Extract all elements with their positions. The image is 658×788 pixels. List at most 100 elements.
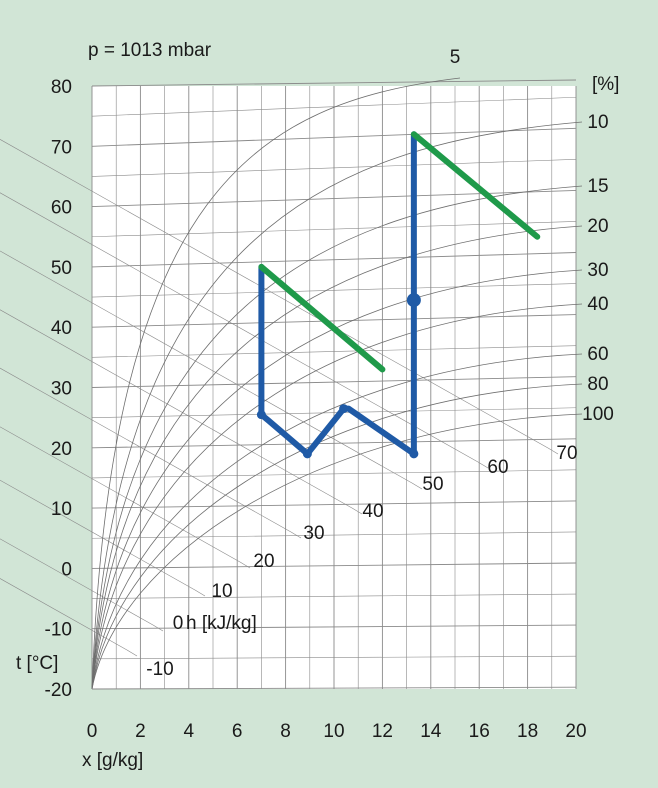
curve-layer	[91, 77, 583, 690]
grid-layer	[0, 79, 577, 690]
enthalpy-label: 30	[303, 523, 324, 544]
y-tick-label: 60	[51, 198, 72, 219]
enthalpy-tick	[152, 624, 164, 632]
temperature-grid-line	[91, 221, 577, 238]
x-tick-label: 20	[565, 721, 586, 742]
state-point-marker	[409, 449, 419, 459]
y-axis-label: t [°C]	[16, 653, 58, 674]
enthalpy-line	[0, 479, 196, 591]
x-tick-label: 16	[469, 721, 490, 742]
x-tick-label: 14	[420, 721, 442, 742]
y-tick-label: 70	[51, 137, 72, 158]
temperature-grid-line	[91, 655, 577, 660]
y-tick-label: 20	[51, 439, 72, 460]
y-tick-label: -20	[45, 680, 72, 701]
rh-curve	[91, 383, 583, 690]
temperature-grid-line	[91, 407, 577, 418]
y-tick-label: 0	[61, 559, 72, 580]
y-tick-label: 50	[51, 258, 72, 279]
enthalpy-line	[0, 139, 549, 449]
rh-curve-label: 40	[587, 294, 608, 315]
state-point-marker	[339, 404, 349, 414]
temperature-grid-line	[91, 345, 577, 358]
y-tick-label: 40	[51, 318, 72, 339]
enthalpy-line	[0, 309, 353, 509]
enthalpy-tick	[290, 531, 302, 539]
enthalpy-tick	[239, 561, 251, 569]
x-tick-label: 18	[517, 721, 538, 742]
rh-curve	[91, 303, 583, 690]
temperature-grid-line	[91, 624, 577, 630]
rh-curve	[91, 413, 583, 690]
enthalpy-line	[0, 192, 479, 463]
enthalpy-tick	[351, 507, 363, 515]
x-tick-label: 0	[87, 721, 98, 742]
y-tick-label: 30	[51, 379, 72, 400]
x-tick-label: 6	[232, 721, 243, 742]
x-tick-label: 4	[184, 721, 195, 742]
x-tick-label: 10	[323, 721, 344, 742]
enthalpy-line	[0, 578, 128, 651]
rh-curve	[91, 77, 461, 690]
temperature-grid-line	[91, 79, 577, 87]
rh-curve-label: 15	[587, 176, 608, 197]
temperature-grid-line	[91, 593, 577, 599]
temperature-grid-line	[91, 252, 577, 268]
x-tick-label: 2	[135, 721, 146, 742]
enthalpy-label: -10	[146, 659, 173, 680]
enthalpy-label: 0	[173, 613, 184, 634]
enthalpy-tick	[126, 649, 138, 657]
rh-curve	[91, 269, 583, 690]
enthalpy-label: 60	[487, 457, 508, 478]
x-axis-label: x [g/kg]	[82, 750, 143, 771]
y-tick-label: -10	[45, 620, 72, 641]
rh-curve	[91, 353, 583, 690]
green-series-line	[258, 263, 386, 373]
rh-curve-label: 100	[582, 404, 614, 425]
state-point-marker	[302, 449, 312, 459]
y-tick-label: 80	[51, 77, 72, 98]
x-tick-label: 8	[280, 721, 291, 742]
state-point-marker	[256, 410, 266, 420]
rh-curve-label: 60	[587, 344, 608, 365]
temperature-grid-line	[91, 500, 577, 509]
temperature-grid-line	[91, 438, 577, 449]
enthalpy-label: 40	[362, 501, 383, 522]
temperature-grid-line	[91, 159, 577, 177]
temperature-grid-line	[91, 469, 577, 479]
rh-unit-label: [%]	[592, 74, 619, 95]
rh-curve	[91, 121, 583, 690]
marker-layer	[256, 293, 421, 459]
temperature-grid-line	[91, 314, 577, 328]
y-tick-label: 10	[51, 499, 72, 520]
temperature-grid-line	[91, 686, 577, 690]
rh-curve	[91, 185, 583, 690]
enthalpy-unit-label: h [kJ/kg]	[186, 613, 257, 634]
temperature-grid-line	[91, 562, 577, 569]
enthalpy-tick	[547, 447, 559, 455]
enthalpy-label: 20	[253, 551, 274, 572]
temperature-grid-line	[91, 96, 577, 117]
rh-curve-label: 5	[450, 47, 461, 68]
enthalpy-label: 50	[422, 474, 443, 495]
rh-curve-label: 10	[587, 112, 608, 133]
state-point-marker	[406, 293, 421, 308]
enthalpy-line	[0, 426, 241, 563]
temperature-grid-line	[91, 189, 577, 208]
enthalpy-line	[0, 538, 154, 626]
enthalpy-line	[0, 250, 413, 484]
temperature-grid-line	[91, 283, 577, 298]
rh-curve-label: 20	[587, 216, 608, 237]
temperature-grid-line	[91, 531, 577, 539]
green-series-line	[410, 131, 541, 240]
enthalpy-tick	[477, 461, 489, 469]
temperature-grid-line	[91, 127, 577, 147]
x-tick-label: 12	[372, 721, 393, 742]
enthalpy-label: 70	[556, 443, 577, 464]
enthalpy-tick	[194, 589, 206, 597]
temperature-grid-line	[91, 376, 577, 388]
enthalpy-line	[0, 367, 292, 533]
